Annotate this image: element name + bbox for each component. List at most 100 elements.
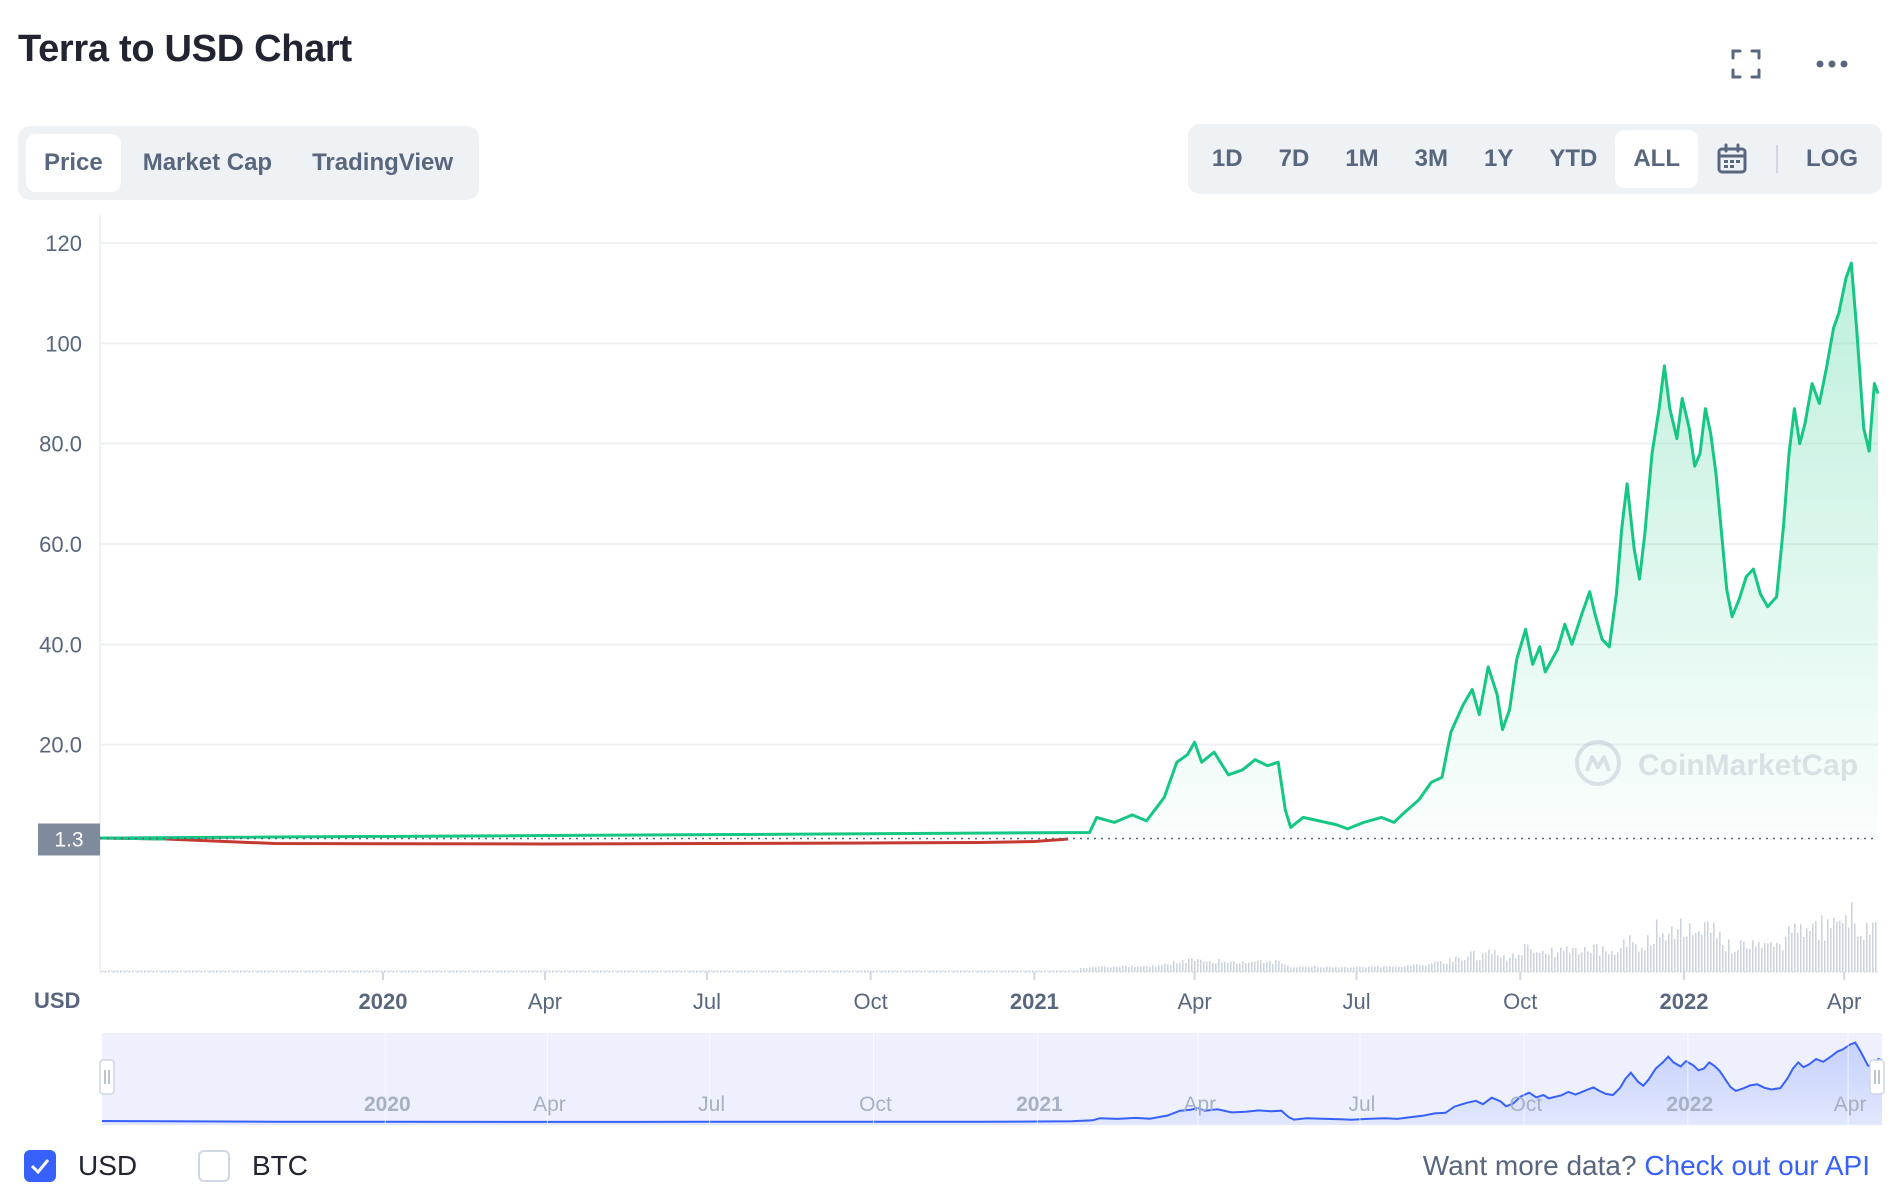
volume-bar bbox=[426, 970, 428, 972]
volume-bar bbox=[1713, 922, 1715, 972]
volume-bar bbox=[531, 970, 533, 972]
volume-bar bbox=[1314, 965, 1316, 972]
volume-bar bbox=[603, 970, 605, 972]
volume-bar bbox=[639, 970, 641, 972]
range-1m[interactable]: 1M bbox=[1345, 145, 1379, 172]
tab-price[interactable]: Price bbox=[26, 134, 121, 192]
volume-bar bbox=[381, 970, 383, 972]
range-3m[interactable]: 3M bbox=[1414, 145, 1448, 172]
volume-bar bbox=[606, 970, 608, 972]
volume-bar bbox=[849, 970, 851, 972]
volume-bar bbox=[1032, 970, 1034, 972]
navigator-handle-left[interactable] bbox=[99, 1059, 115, 1095]
api-link[interactable]: Check out our API bbox=[1644, 1150, 1870, 1181]
volume-bar bbox=[984, 970, 986, 972]
volume-bar bbox=[912, 970, 914, 972]
price-line-above bbox=[99, 261, 1880, 840]
volume-bar bbox=[1797, 932, 1799, 972]
volume-bar bbox=[630, 970, 632, 972]
volume-bar bbox=[1398, 966, 1400, 972]
range-7d[interactable]: 7D bbox=[1278, 145, 1310, 172]
volume-bar bbox=[1080, 967, 1082, 972]
btc-option[interactable]: BTC bbox=[198, 1150, 308, 1182]
volume-bar bbox=[1254, 961, 1256, 972]
volume-bar bbox=[1338, 967, 1340, 972]
volume-bar bbox=[1311, 967, 1313, 972]
volume-bar bbox=[159, 970, 161, 972]
volume-bar bbox=[174, 970, 176, 972]
header-actions bbox=[1726, 44, 1852, 84]
range-1y[interactable]: 1Y bbox=[1483, 145, 1514, 172]
volume-bar bbox=[1869, 935, 1871, 972]
navigator-tick-label: Oct bbox=[859, 1093, 892, 1116]
btc-checkbox[interactable] bbox=[198, 1150, 230, 1182]
volume-bar bbox=[462, 970, 464, 972]
volume-bar bbox=[1410, 965, 1412, 972]
volume-bar bbox=[651, 970, 653, 972]
volume-bar bbox=[513, 970, 515, 972]
volume-bar bbox=[1383, 966, 1385, 972]
calendar-icon[interactable] bbox=[1698, 130, 1766, 188]
volume-bar bbox=[1140, 966, 1142, 972]
volume-bar bbox=[564, 970, 566, 972]
volume-bar bbox=[108, 970, 110, 972]
volume-bar bbox=[825, 970, 827, 972]
volume-bar bbox=[1518, 954, 1520, 972]
volume-bar bbox=[1176, 963, 1178, 972]
volume-bar bbox=[987, 970, 989, 972]
volume-bar bbox=[1449, 958, 1451, 972]
volume-bar bbox=[600, 970, 602, 972]
volume-bar bbox=[1821, 915, 1823, 972]
volume-bar bbox=[576, 970, 578, 972]
volume-bar bbox=[900, 970, 902, 972]
volume-bar bbox=[285, 970, 287, 972]
volume-bar bbox=[1251, 961, 1253, 972]
more-icon[interactable] bbox=[1812, 44, 1852, 84]
range-all[interactable]: ALL bbox=[1615, 130, 1698, 188]
volume-bar bbox=[1386, 966, 1388, 972]
volume-bar bbox=[423, 970, 425, 972]
volume-bar bbox=[1029, 970, 1031, 972]
volume-bar bbox=[1347, 967, 1349, 972]
volume-bar bbox=[363, 970, 365, 972]
x-tick-label: Jul bbox=[1342, 989, 1370, 1014]
volume-bar bbox=[375, 970, 377, 972]
volume-bar bbox=[750, 970, 752, 972]
tab-market-cap[interactable]: Market Cap bbox=[142, 149, 273, 176]
volume-bar bbox=[372, 970, 374, 972]
volume-bar bbox=[1491, 954, 1493, 972]
x-tick-label: Apr bbox=[1177, 989, 1211, 1014]
volume-bar bbox=[1287, 965, 1289, 972]
volume-bar bbox=[693, 970, 695, 972]
volume-bar bbox=[894, 970, 896, 972]
navigator-handle-right[interactable] bbox=[1869, 1059, 1885, 1095]
current-price-marker bbox=[38, 823, 100, 856]
volume-bar bbox=[675, 970, 677, 972]
volume-bar bbox=[186, 970, 188, 972]
fullscreen-icon[interactable] bbox=[1726, 44, 1766, 84]
range-ytd[interactable]: YTD bbox=[1549, 145, 1598, 172]
volume-bar bbox=[579, 970, 581, 972]
usd-checkbox[interactable] bbox=[24, 1150, 56, 1182]
volume-bar bbox=[1695, 932, 1697, 972]
usd-option[interactable]: USD bbox=[24, 1150, 137, 1182]
volume-bar bbox=[744, 970, 746, 972]
range-1d[interactable]: 1D bbox=[1211, 145, 1243, 172]
volume-bar bbox=[1260, 960, 1262, 972]
volume-bar bbox=[543, 970, 545, 972]
navigator-tick-label: 2020 bbox=[364, 1093, 411, 1116]
volume-bar bbox=[1608, 954, 1610, 972]
volume-bar bbox=[327, 970, 329, 972]
volume-bar bbox=[1629, 935, 1631, 972]
volume-bar bbox=[1170, 965, 1172, 972]
log-scale-toggle[interactable]: LOG bbox=[1806, 145, 1858, 172]
volume-bar bbox=[969, 970, 971, 972]
volume-bar bbox=[834, 970, 836, 972]
volume-bar bbox=[1341, 967, 1343, 972]
volume-bar bbox=[771, 970, 773, 972]
tab-tradingview[interactable]: TradingView bbox=[312, 149, 454, 176]
volume-bar bbox=[621, 970, 623, 972]
volume-bar bbox=[1296, 967, 1298, 972]
volume-bar bbox=[1665, 940, 1667, 972]
volume-bar bbox=[309, 970, 311, 972]
